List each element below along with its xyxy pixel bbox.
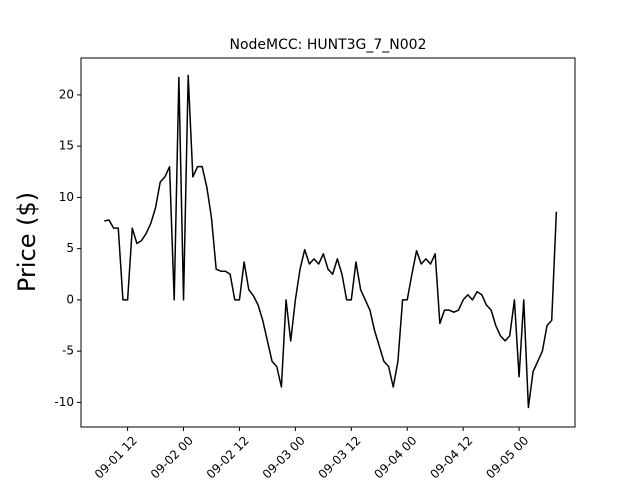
y-tick-label: 20 bbox=[59, 87, 74, 101]
y-tick-label: -5 bbox=[62, 344, 74, 358]
y-tick-label: 0 bbox=[66, 292, 74, 306]
plot-frame bbox=[80, 57, 576, 428]
y-tick-label: 5 bbox=[66, 241, 74, 255]
y-axis-label: Price ($) bbox=[13, 192, 41, 292]
y-tick-label: 15 bbox=[59, 139, 74, 153]
price-line bbox=[104, 74, 558, 409]
y-tick-label: -10 bbox=[54, 395, 74, 409]
y-tick-label: 10 bbox=[59, 190, 74, 204]
chart-title: NodeMCC: HUNT3G_7_N002 bbox=[230, 37, 427, 53]
